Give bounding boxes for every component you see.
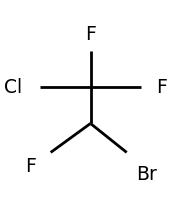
Text: Cl: Cl (4, 78, 22, 97)
Text: F: F (85, 25, 96, 44)
Text: F: F (25, 157, 36, 176)
Text: F: F (156, 78, 167, 97)
Text: Br: Br (136, 165, 157, 184)
